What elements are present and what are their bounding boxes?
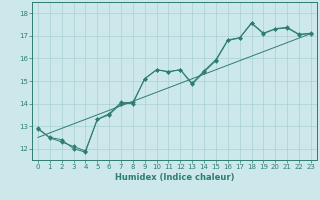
X-axis label: Humidex (Indice chaleur): Humidex (Indice chaleur) <box>115 173 234 182</box>
